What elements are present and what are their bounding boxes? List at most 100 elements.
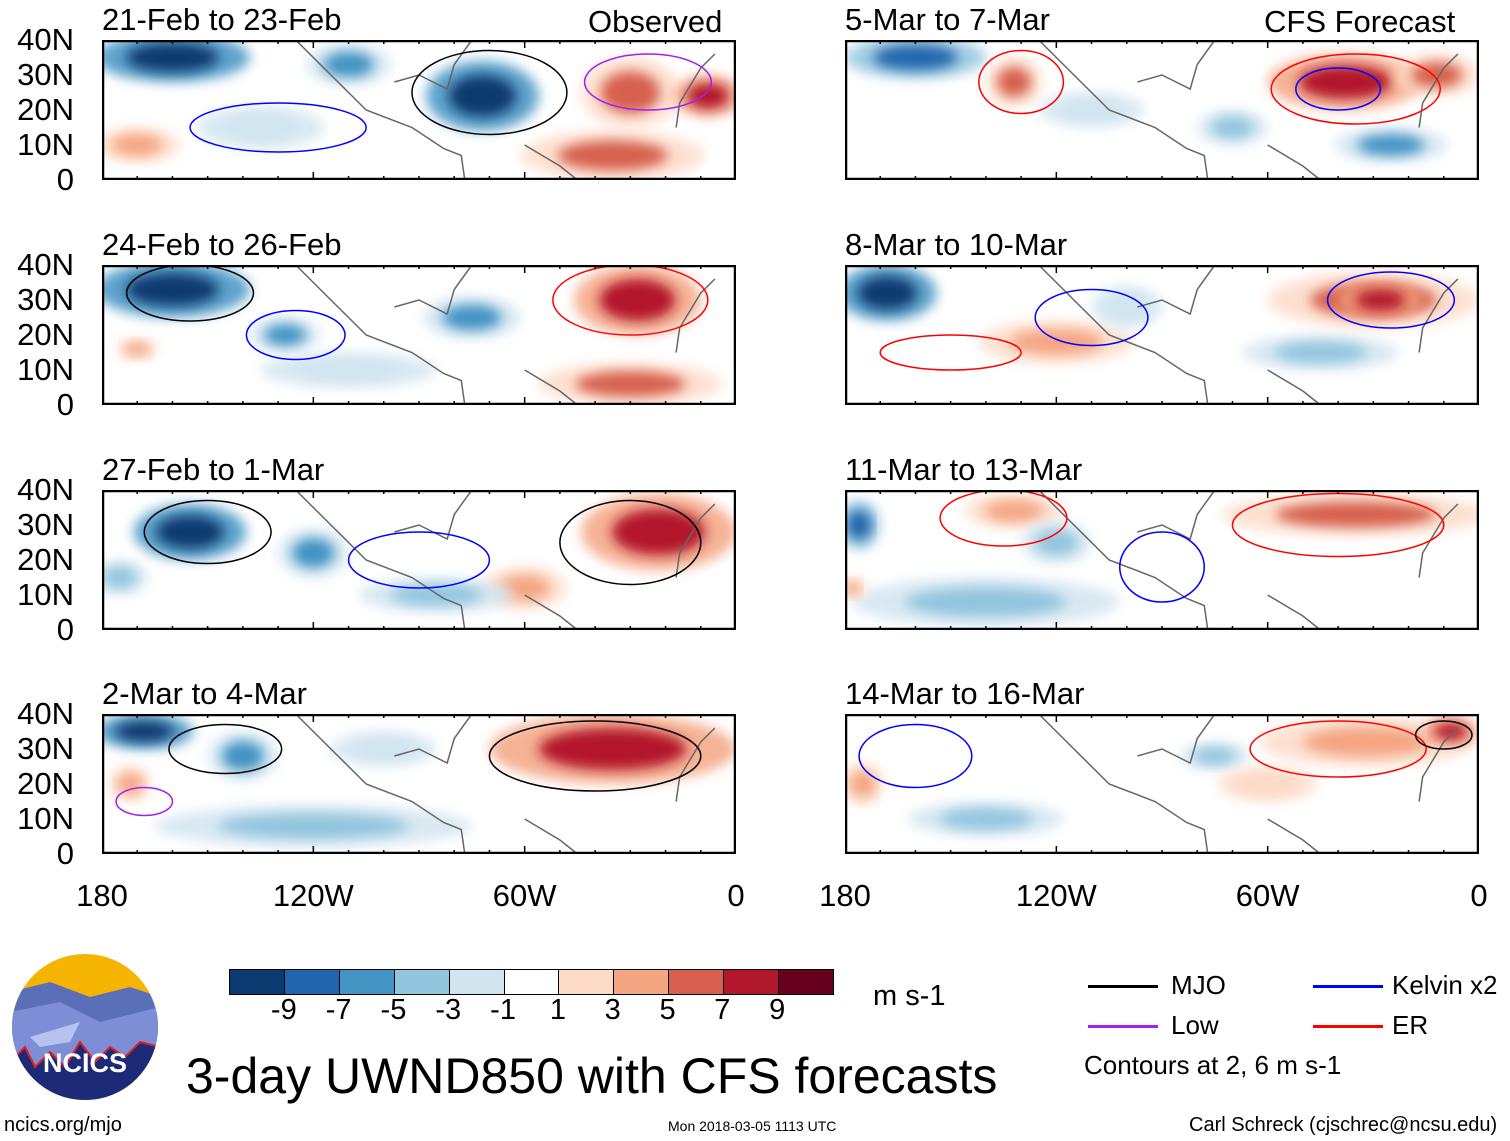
wind-anomaly-region — [1433, 723, 1468, 740]
wind-anomaly-region — [846, 510, 872, 540]
wind-anomaly-region — [612, 508, 706, 556]
colorbar-bin — [614, 970, 670, 994]
forecast-column-label: CFS Forecast — [1264, 4, 1456, 39]
lat-tick-label: 30N — [17, 57, 74, 92]
wind-anomaly-region — [686, 83, 729, 109]
wind-anomaly-region — [1193, 747, 1236, 765]
wind-anomaly-region — [939, 808, 1033, 830]
legend-low-line — [1088, 1025, 1158, 1028]
colorbar-tick-label: 1 — [549, 994, 566, 1026]
wind-anomaly-region — [873, 44, 958, 71]
wind-anomaly-region — [125, 272, 219, 307]
lat-tick-label: 40N — [17, 472, 74, 507]
wind-anomaly-region — [557, 140, 668, 171]
wind-anomaly-region — [1275, 501, 1437, 528]
colorbar-tick-label: -7 — [325, 994, 352, 1026]
legend-mjo-line — [1088, 985, 1158, 988]
legend-kelvin-line — [1313, 985, 1383, 988]
wind-anomaly-region — [1035, 529, 1078, 556]
wind-anomaly-region — [448, 75, 517, 117]
wind-anomaly-region — [599, 279, 676, 321]
wind-anomaly-region — [1105, 294, 1148, 320]
coastline — [1038, 40, 1459, 180]
panel-title: 5-Mar to 7-Mar — [845, 2, 1050, 37]
mjo-contour — [411, 49, 568, 136]
kelvin-contour — [347, 531, 491, 589]
colorbar-tick-label: 9 — [769, 994, 786, 1026]
mjo-contour — [143, 499, 272, 565]
colorbar-tick-label: -9 — [270, 994, 297, 1026]
er-contour — [978, 49, 1065, 115]
map-panel — [102, 40, 736, 180]
kelvin-contour — [1295, 67, 1382, 111]
footer-url: ncics.org/mjo — [4, 1114, 122, 1136]
lat-tick-label: 20N — [17, 92, 74, 127]
wind-anomaly-region — [845, 581, 861, 595]
kelvin-contour — [245, 309, 346, 361]
lat-tick-label: 40N — [17, 696, 74, 731]
coastline — [295, 265, 716, 405]
lon-tick-label: 120W — [272, 878, 354, 913]
panel-title: 8-Mar to 10-Mar — [845, 227, 1068, 262]
lat-tick-label: 40N — [17, 247, 74, 282]
legend-kelvin: Kelvin x2 — [1392, 970, 1498, 1000]
wind-anomaly-region — [1355, 289, 1406, 311]
figure-title: 3-day UWND850 with CFS forecasts — [186, 1048, 998, 1104]
wind-anomaly-region — [323, 51, 374, 78]
wind-anomaly-region — [124, 342, 150, 356]
mjo-contour — [559, 499, 702, 586]
wind-anomaly-region — [156, 515, 224, 549]
map-panel — [102, 265, 736, 405]
mjo-contour — [125, 265, 255, 322]
wind-anomaly-region — [218, 813, 409, 839]
legend-low: Low — [1171, 1010, 1219, 1040]
er-contour — [939, 490, 1068, 547]
wind-anomaly-region — [1357, 134, 1425, 156]
lon-tick-label: 0 — [727, 878, 745, 913]
lat-tick-label: 40N — [17, 22, 74, 57]
lat-tick-label: 0 — [56, 612, 74, 647]
wind-anomaly-region — [1211, 117, 1254, 138]
wind-anomaly-region — [111, 134, 163, 156]
lat-tick-label: 20N — [17, 317, 74, 352]
colorbar-bin — [504, 970, 560, 994]
wind-anomaly-region — [1059, 99, 1124, 121]
er-contour — [879, 334, 1022, 371]
wind-anomaly-region — [575, 371, 686, 397]
wind-anomaly-region — [390, 584, 484, 606]
footer-author: Carl Schreck (cjschrec@ncsu.edu) — [1189, 1114, 1498, 1136]
map-panel — [102, 490, 736, 630]
legend-er-line — [1313, 1025, 1383, 1028]
lat-tick-label: 10N — [17, 127, 74, 162]
legend-er: ER — [1392, 1010, 1429, 1040]
low-contour — [115, 786, 174, 817]
kelvin-contour — [1326, 271, 1456, 329]
footer-timestamp: Mon 2018-03-05 1113 UTC — [668, 1118, 837, 1134]
colorbar-unit: m s-1 — [873, 980, 946, 1012]
lon-tick-label: 60W — [1235, 878, 1300, 913]
colorbar-tick-label: 7 — [714, 994, 731, 1026]
map-panel — [845, 490, 1479, 630]
wind-anomaly-region — [264, 324, 307, 346]
lon-tick-label: 60W — [492, 878, 557, 913]
map-panel — [102, 714, 736, 854]
colorbar-tick-label: -3 — [435, 994, 462, 1026]
map-panel — [845, 714, 1479, 854]
lat-tick-label: 10N — [17, 801, 74, 836]
colorbar-bin — [669, 970, 725, 994]
ncics-logo: NCICS — [12, 954, 158, 1100]
kelvin-contour — [189, 102, 367, 153]
wind-anomaly-region — [1302, 727, 1430, 757]
wind-anomaly-region — [292, 538, 335, 568]
wind-anomaly-region — [600, 71, 660, 114]
contour-note: Contours at 2, 6 m s-1 — [1084, 1050, 1342, 1080]
colorbar-bin — [284, 970, 340, 994]
logo-text: NCICS — [43, 1048, 127, 1078]
panel-title: 11-Mar to 13-Mar — [845, 452, 1083, 487]
panel-title: 24-Feb to 26-Feb — [102, 227, 342, 262]
wind-anomaly-region — [117, 773, 143, 795]
low-contour — [583, 53, 713, 111]
lat-tick-label: 30N — [17, 282, 74, 317]
mjo-contour — [488, 720, 702, 792]
legend-mjo: MJO — [1171, 970, 1226, 1000]
